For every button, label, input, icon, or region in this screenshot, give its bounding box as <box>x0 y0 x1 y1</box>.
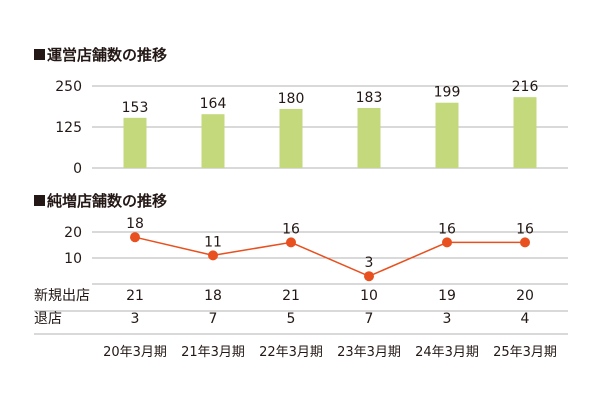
line-data-label: 16 <box>516 221 534 237</box>
bar-data-label: 180 <box>278 91 305 107</box>
bar-chart-title-text: 運営店舗数の推移 <box>47 46 168 64</box>
line-point-25年3月期 <box>520 237 530 248</box>
table-cell: 5 <box>287 311 296 327</box>
line-series <box>134 236 525 278</box>
line-point-24年3月期 <box>442 237 452 248</box>
line-data-label: 18 <box>126 216 144 232</box>
table-cell: 3 <box>443 311 452 327</box>
line-data-label: 3 <box>365 255 374 271</box>
line-chart-title: 純増店舗数の推移 <box>34 190 167 211</box>
title-square-marker <box>34 195 45 206</box>
bar-y-tick-label: 250 <box>55 79 82 95</box>
x-category-label: 20年3月期 <box>103 345 167 360</box>
x-category-label: 24年3月期 <box>415 345 479 360</box>
table-cell: 4 <box>521 311 530 327</box>
bar-y-tick-label: 0 <box>73 161 82 177</box>
line-data-label: 16 <box>438 221 456 237</box>
bar-data-label: 216 <box>512 79 539 95</box>
bar-21年3月期 <box>201 114 225 168</box>
table-cell: 21 <box>126 288 144 304</box>
bar-23年3月期 <box>357 107 381 168</box>
table-cell: 7 <box>209 311 218 327</box>
bar-chart-title: 運営店舗数の推移 <box>34 44 167 65</box>
table-cell: 18 <box>204 288 222 304</box>
table-cell: 21 <box>282 288 300 304</box>
line-y-tick-label: 20 <box>64 225 82 241</box>
table-cell: 7 <box>365 311 374 327</box>
table-cell: 20 <box>516 288 534 304</box>
title-square-marker <box>34 49 45 60</box>
table-row-label: 退店 <box>34 311 62 327</box>
x-category-label: 25年3月期 <box>493 345 557 360</box>
line-point-22年3月期 <box>286 237 296 248</box>
table-row-label: 新規出店 <box>34 288 90 304</box>
table-cell: 3 <box>131 311 140 327</box>
line-point-23年3月期 <box>364 271 374 282</box>
bar-24年3月期 <box>435 102 459 168</box>
line-chart-title-text: 純増店舗数の推移 <box>47 192 168 210</box>
table-cell: 10 <box>360 288 378 304</box>
bar-y-tick-label: 125 <box>55 120 82 136</box>
line-point-20年3月期 <box>130 232 140 243</box>
bar-data-label: 153 <box>122 100 149 116</box>
bar-20年3月期 <box>123 117 147 168</box>
table-cell: 19 <box>438 288 456 304</box>
bar-data-label: 183 <box>356 90 383 106</box>
bar-data-label: 199 <box>434 85 461 101</box>
bar-22年3月期 <box>279 108 303 168</box>
bar-25年3月期 <box>513 97 537 168</box>
x-category-label: 21年3月期 <box>181 345 245 360</box>
bar-data-label: 164 <box>200 96 227 112</box>
line-data-label: 11 <box>204 234 222 250</box>
x-category-label: 23年3月期 <box>337 345 401 360</box>
line-point-21年3月期 <box>208 250 218 261</box>
line-data-label: 16 <box>282 221 300 237</box>
x-category-label: 22年3月期 <box>259 345 323 360</box>
line-y-tick-label: 10 <box>64 251 82 267</box>
